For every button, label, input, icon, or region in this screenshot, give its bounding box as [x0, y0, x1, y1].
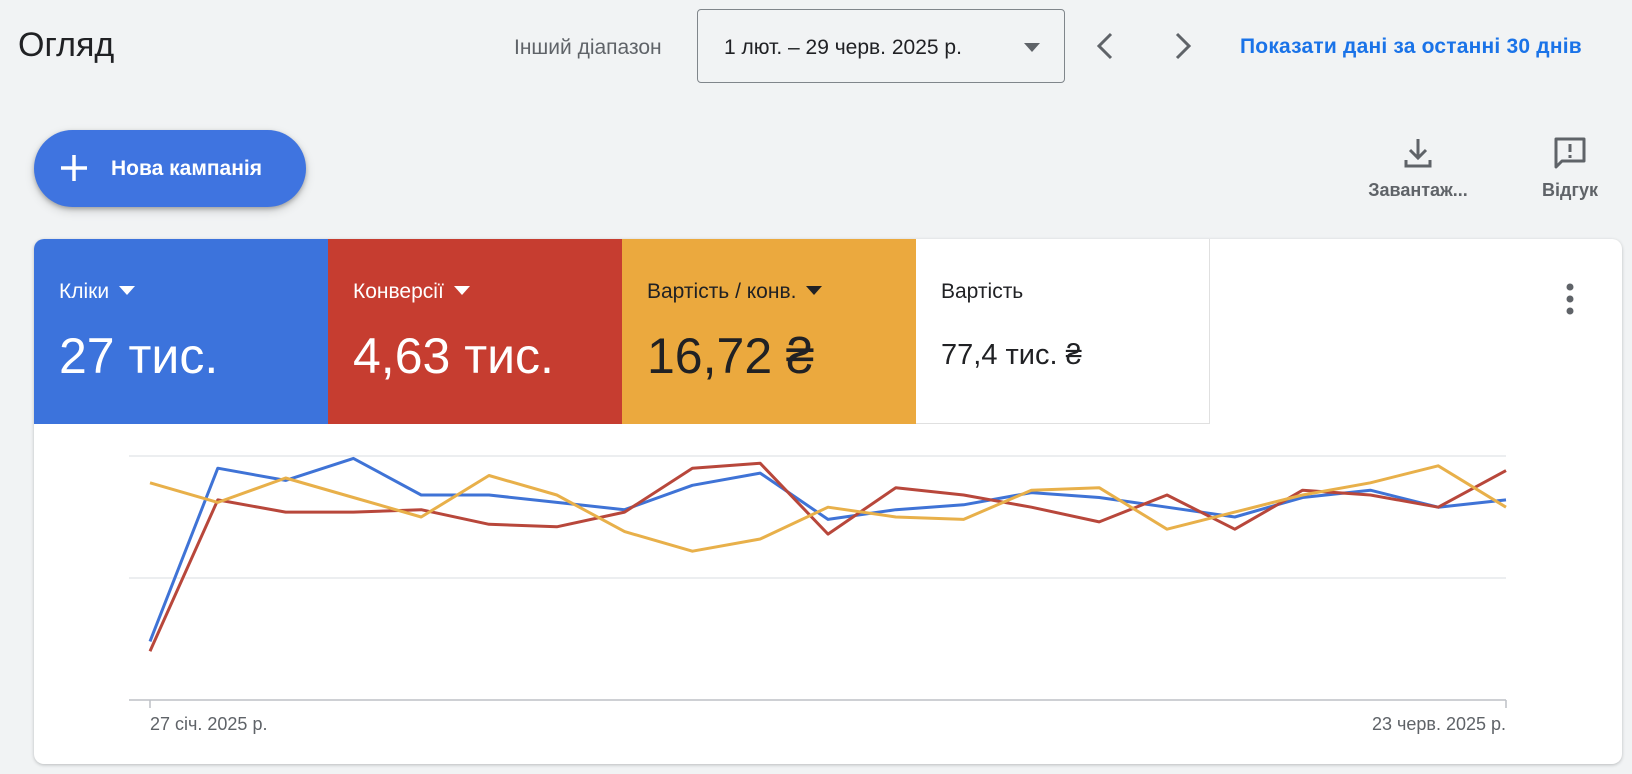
- caret-down-icon: [1024, 43, 1040, 52]
- metric-value: 16,72 ₴: [647, 328, 814, 384]
- series-line-2: [148, 461, 1507, 652]
- metric-tile-conversions[interactable]: Конверсії 4,63 тис.: [328, 239, 622, 424]
- feedback-button[interactable]: Відгук: [1532, 134, 1608, 201]
- download-button[interactable]: Завантаж...: [1356, 134, 1480, 201]
- download-icon: [1404, 139, 1432, 168]
- metric-name: Вартість / конв.: [647, 280, 823, 304]
- range-label: Інший діапазон: [514, 36, 662, 59]
- more-options-button[interactable]: [1554, 275, 1586, 323]
- performance-chart: 27 січ. 2025 р. 23 черв. 2025 р.: [129, 455, 1507, 734]
- feedback-icon: [1554, 137, 1586, 169]
- caret-down-icon: [453, 286, 470, 296]
- previous-period-button[interactable]: [1082, 22, 1130, 70]
- new-campaign-label: Нова кампанія: [111, 157, 262, 180]
- chevron-right-icon: [1175, 32, 1192, 60]
- date-range-select[interactable]: 1 лют. – 29 черв. 2025 р.: [697, 9, 1065, 83]
- plus-icon: [61, 155, 87, 181]
- caret-down-icon: [119, 286, 136, 296]
- metric-value: 4,63 тис.: [353, 328, 554, 384]
- feedback-label: Відгук: [1542, 180, 1598, 200]
- chevron-left-icon: [1096, 32, 1113, 60]
- metric-tile-cost[interactable]: Вартість 77,4 тис. ₴: [916, 239, 1210, 424]
- metric-value: 77,4 тис. ₴: [941, 339, 1082, 371]
- x-tick-label-end: 23 черв. 2025 р.: [1372, 714, 1506, 734]
- metric-name: Вартість: [941, 280, 1024, 303]
- metric-tile-cost-per-conversion[interactable]: Вартість / конв. 16,72 ₴: [622, 239, 916, 424]
- series-line-1: [148, 456, 1507, 642]
- caret-down-icon: [806, 286, 823, 296]
- new-campaign-button[interactable]: Нова кампанія: [34, 130, 306, 207]
- metric-name: Конверсії: [353, 280, 470, 304]
- series-line-3: [149, 464, 1507, 553]
- date-range-value: 1 лют. – 29 черв. 2025 р.: [724, 36, 962, 59]
- more-vert-icon: [1566, 283, 1574, 315]
- page-title: Огляд: [18, 26, 115, 64]
- x-tick-label-start: 27 січ. 2025 р.: [150, 714, 267, 734]
- chart-x-axis: 27 січ. 2025 р. 23 черв. 2025 р.: [149, 700, 1507, 734]
- metric-value: 27 тис.: [59, 328, 219, 384]
- overview-card: Кліки 27 тис. Конверсії 4,63 тис. Вартіс…: [34, 239, 1622, 764]
- last-30-days-link[interactable]: Показати дані за останні 30 днів: [1240, 35, 1582, 58]
- download-label: Завантаж...: [1368, 180, 1468, 200]
- next-period-button[interactable]: [1158, 22, 1206, 70]
- metric-name: Кліки: [59, 280, 136, 304]
- metric-tile-clicks[interactable]: Кліки 27 тис.: [34, 239, 328, 424]
- chart-grid: [129, 455, 1506, 701]
- chart-series: [148, 456, 1507, 652]
